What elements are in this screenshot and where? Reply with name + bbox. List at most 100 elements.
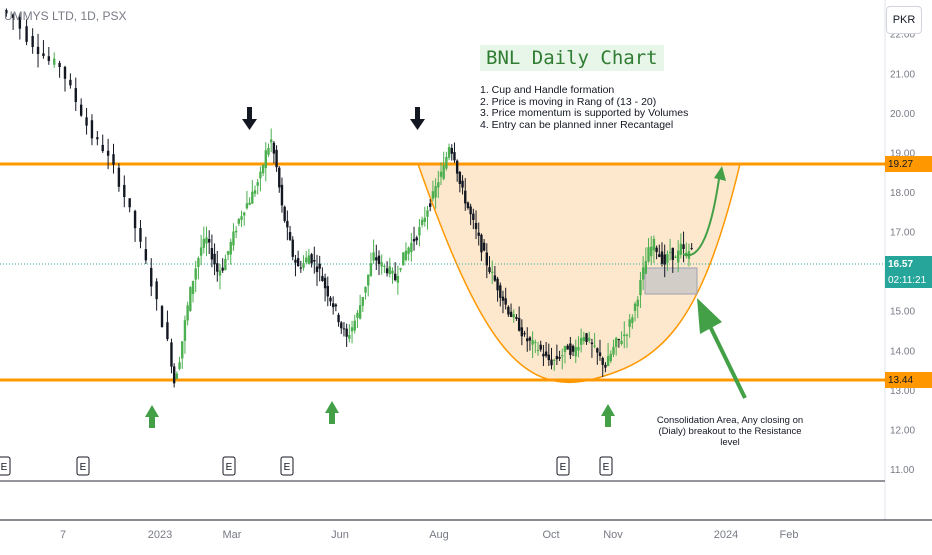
candle-body: [485, 252, 489, 266]
notes-annotation[interactable]: 1. Cup and Handle formation 2. Price is …: [480, 84, 689, 131]
note-line: 3. Price momentum is supported by Volume…: [480, 107, 689, 119]
candle-body: [216, 263, 219, 272]
candle-body: [186, 305, 189, 321]
candle-body: [517, 317, 521, 331]
candle-body: [579, 337, 583, 345]
earnings-marker-icon[interactable]: E: [599, 456, 613, 476]
candle-body: [234, 230, 238, 233]
candle-body: [232, 231, 235, 246]
candle-body: [393, 273, 397, 281]
candle-body: [539, 344, 542, 350]
candle-body: [318, 263, 321, 269]
up-arrow-icon: [145, 405, 159, 428]
candle-body: [331, 303, 335, 308]
candle-body: [69, 79, 72, 86]
candle-body: [323, 277, 327, 289]
y-tick-label: 18.00: [890, 188, 915, 199]
candle-body: [221, 267, 224, 271]
candle-body: [240, 216, 243, 220]
candle-body: [345, 328, 348, 337]
candle-body: [342, 328, 346, 330]
candle-body: [11, 14, 15, 18]
candle-body: [380, 262, 383, 267]
candle-body: [31, 35, 34, 48]
up-arrow-icon: [325, 401, 339, 424]
candle-body: [588, 337, 591, 341]
x-axis[interactable]: 7 2023 Mar Jun Aug Oct Nov 2024 Feb: [60, 529, 799, 541]
candle-body: [558, 356, 561, 359]
candle-body: [74, 88, 77, 102]
candle-body: [291, 239, 294, 257]
x-tick-label: Nov: [603, 529, 623, 541]
candle-body: [593, 345, 596, 347]
x-tick-label: Aug: [429, 529, 449, 541]
candle-body: [466, 202, 470, 209]
y-tick-label: 21.00: [890, 69, 915, 80]
earnings-marker-icon[interactable]: E: [0, 456, 11, 476]
candle-body: [507, 306, 510, 315]
consolidation-rect: [644, 267, 698, 295]
earnings-marker-icon[interactable]: E: [280, 456, 294, 476]
candle-body: [399, 268, 402, 270]
chart-title-annotation[interactable]: BNL Daily Chart: [480, 45, 664, 71]
candlestick-series[interactable]: [5, 8, 693, 388]
candle-body: [367, 274, 370, 286]
symbol-label[interactable]: UMMYS LTD, 1D, PSX: [4, 9, 127, 23]
candle-body: [313, 259, 316, 262]
consolidation-note-line: Consolidation Area, Any closing on: [656, 415, 804, 426]
candle-body: [412, 239, 416, 242]
candle-body: [364, 286, 367, 293]
candle-body: [480, 234, 483, 253]
support-price-tag: 13.44: [885, 372, 932, 388]
candle-body: [542, 353, 545, 357]
candle-body: [666, 253, 669, 263]
candle-body: [598, 352, 602, 357]
candle-body: [515, 317, 518, 319]
candle-body: [488, 267, 491, 273]
candle-body: [429, 203, 432, 207]
candle-body: [614, 338, 618, 347]
earnings-marker-icon[interactable]: E: [76, 456, 90, 476]
y-tick-label: 14.00: [890, 346, 915, 357]
y-tick-label: 20.00: [890, 109, 915, 120]
earnings-marker-icon[interactable]: E: [556, 456, 570, 476]
candle-body: [407, 247, 410, 254]
candle-body: [166, 322, 169, 340]
candle-body: [596, 348, 599, 353]
candle-body: [464, 190, 467, 204]
candle-body: [63, 66, 67, 79]
candle-body: [243, 212, 246, 216]
candle-body: [350, 327, 354, 332]
candle-body: [150, 267, 153, 287]
candle-body: [128, 198, 131, 208]
candle-body: [612, 346, 615, 355]
candle-body: [356, 312, 359, 318]
consolidation-arrow-head: [697, 298, 722, 334]
y-tick-label: 12.00: [890, 425, 915, 436]
candle-body: [372, 252, 375, 261]
candle-body: [307, 255, 311, 265]
candle-body: [526, 338, 529, 342]
candle-body: [337, 314, 340, 323]
candle-body: [620, 340, 623, 344]
candle-body: [361, 297, 365, 306]
candle-body: [426, 210, 429, 217]
candle-body: [278, 167, 281, 188]
candle-body: [181, 341, 184, 359]
candle-body: [437, 182, 440, 188]
candle-body: [79, 104, 83, 116]
currency-button[interactable]: PKR: [886, 6, 922, 34]
candle-body: [377, 255, 381, 265]
down-arrow-icon: [410, 107, 425, 130]
note-line: 4. Entry can be planned inner Recantagel: [480, 118, 674, 131]
candle-body: [631, 317, 634, 324]
candle-body: [202, 238, 206, 248]
y-axis[interactable]: 11.0012.0013.0014.0015.0016.0017.0018.00…: [890, 30, 915, 476]
candle-body: [144, 249, 148, 261]
candle-body: [682, 244, 685, 250]
earnings-marker-icon[interactable]: E: [222, 456, 236, 476]
consolidation-annotation[interactable]: Consolidation Area, Any closing on (Dial…: [650, 415, 810, 448]
candle-body: [552, 359, 556, 361]
